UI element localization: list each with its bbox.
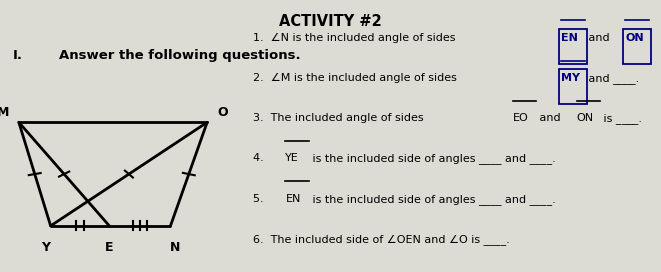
Text: ACTIVITY #2: ACTIVITY #2: [279, 14, 382, 29]
Text: 1.  ∠N is the included angle of sides: 1. ∠N is the included angle of sides: [253, 33, 459, 43]
Text: O: O: [217, 106, 227, 119]
Text: MY: MY: [561, 73, 580, 83]
Text: is ____.: is ____.: [600, 113, 642, 124]
Text: 6.  The included side of ∠OEN and ∠O is ____.: 6. The included side of ∠OEN and ∠O is _…: [253, 234, 510, 245]
Text: Y: Y: [41, 241, 50, 254]
Text: EO: EO: [513, 113, 529, 123]
Text: is the included side of angles ____ and ____.: is the included side of angles ____ and …: [309, 153, 555, 164]
Text: EN: EN: [286, 194, 301, 204]
Text: YE: YE: [286, 153, 299, 163]
Text: and ____.: and ____.: [585, 73, 639, 84]
Text: N: N: [170, 241, 180, 254]
Text: EN: EN: [561, 33, 578, 43]
Text: ON: ON: [625, 33, 644, 43]
Text: ON: ON: [576, 113, 594, 123]
Text: Answer the following questions.: Answer the following questions.: [59, 49, 301, 62]
Text: M: M: [0, 106, 9, 119]
Text: E: E: [105, 241, 114, 254]
Text: 2.  ∠M is the included angle of sides: 2. ∠M is the included angle of sides: [253, 73, 460, 83]
Text: 4.: 4.: [253, 153, 270, 163]
Text: and: and: [585, 33, 613, 43]
Text: and: and: [536, 113, 564, 123]
Text: is the included side of angles ____ and ____.: is the included side of angles ____ and …: [309, 194, 555, 205]
Text: 3.  The included angle of sides: 3. The included angle of sides: [253, 113, 427, 123]
Text: 5.: 5.: [253, 194, 270, 204]
Text: I.: I.: [13, 49, 23, 62]
